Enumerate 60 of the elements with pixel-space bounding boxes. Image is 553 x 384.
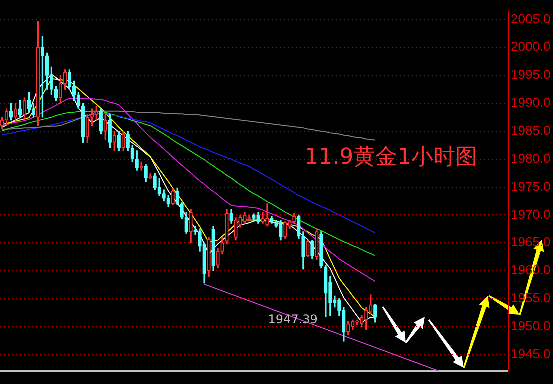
candlestick <box>176 188 180 206</box>
candlestick <box>252 214 256 222</box>
candlestick <box>284 222 288 239</box>
candlestick <box>45 52 50 90</box>
y-tick-label: 1970.0 <box>511 206 551 222</box>
candlestick <box>302 232 306 270</box>
candlestick <box>166 195 170 208</box>
y-tick-label: 1985.0 <box>511 123 551 138</box>
candlestick <box>306 240 310 258</box>
y-tick-label: 1980.0 <box>511 150 551 166</box>
candlestick <box>63 70 68 90</box>
candlestick <box>94 106 98 121</box>
candlestick <box>194 226 198 236</box>
candlestick <box>180 202 184 220</box>
candlestick <box>248 214 252 222</box>
candlestick <box>9 103 14 121</box>
y-tick-label: 1950.0 <box>511 318 551 334</box>
candlestick <box>162 190 166 202</box>
candlestick <box>266 204 270 227</box>
candlestick <box>122 131 126 152</box>
candlestick <box>216 248 220 269</box>
candlestick <box>225 209 229 245</box>
candlestick <box>315 228 319 260</box>
y-tick-label: 1945.0 <box>511 346 551 362</box>
candlestick <box>104 114 108 140</box>
candlestick <box>292 213 296 224</box>
candlestick <box>171 188 175 206</box>
y-tick-label: 1975.0 <box>511 178 551 194</box>
candlestick <box>324 265 328 318</box>
candlestick <box>90 108 94 126</box>
candlestick <box>320 232 324 269</box>
y-tick-label: 2000.0 <box>511 39 551 54</box>
candlestick <box>256 212 260 224</box>
candlestick <box>140 162 144 171</box>
y-tick-label: 1990.0 <box>511 95 551 110</box>
candlestick <box>117 131 121 152</box>
candlestick <box>234 218 238 241</box>
y-tick-label: 1965.0 <box>511 234 551 250</box>
y-tick-label: 1995.0 <box>511 67 551 82</box>
candlestick <box>243 212 247 224</box>
candlestick <box>310 240 314 260</box>
candlestick <box>135 150 139 171</box>
candlestick <box>112 131 116 152</box>
candlestick <box>86 114 90 143</box>
candlestick <box>261 212 265 224</box>
candlestick <box>184 212 188 234</box>
candlestick <box>279 220 283 241</box>
candlestick <box>230 209 234 224</box>
candlestick <box>99 108 103 135</box>
candlestick <box>364 307 368 330</box>
candlestick <box>207 237 211 277</box>
candlestick <box>36 21 40 126</box>
candlestick <box>108 114 112 149</box>
candlestick <box>297 214 301 239</box>
candlestick <box>270 216 274 224</box>
candlestick <box>212 226 216 272</box>
candlestick <box>189 209 193 244</box>
y-tick-label: 2005.0 <box>511 11 551 26</box>
candlestick <box>220 237 224 255</box>
text: 11.9黄金1小时图 <box>304 145 478 170</box>
